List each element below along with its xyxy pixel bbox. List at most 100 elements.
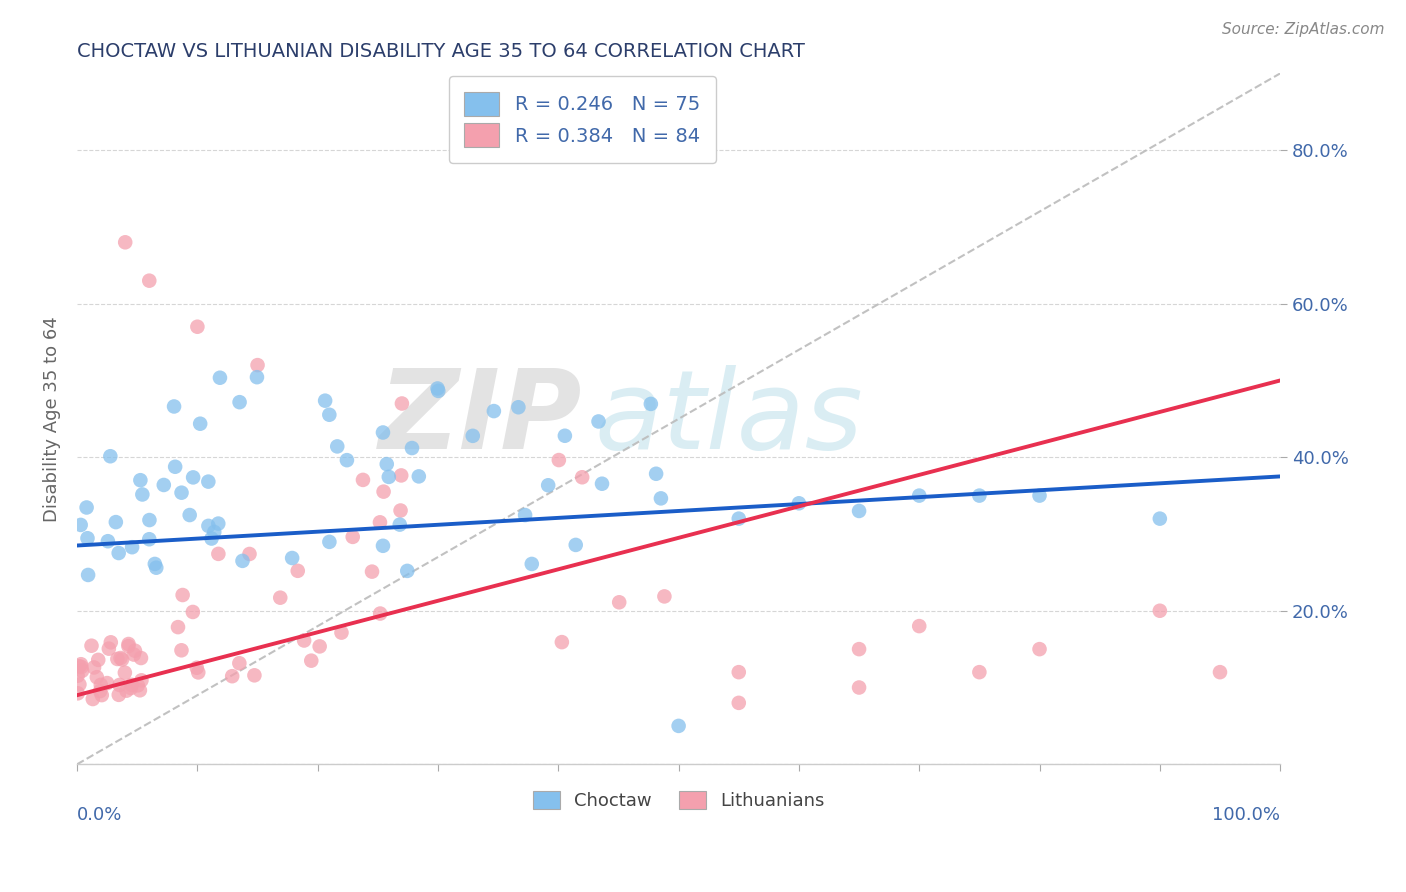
Point [76, 500, 98, 515]
Point [908, 619, 931, 633]
Point [299, 654, 322, 668]
Point [69, 517, 91, 532]
Point [645, 467, 668, 481]
Point [83, 660, 105, 674]
Point [70, 660, 93, 674]
Point [228, 395, 250, 409]
Point [269, 591, 291, 605]
Point [342, 530, 364, 544]
Point [197, 475, 219, 489]
Point [281, 551, 304, 566]
Text: 0.0%: 0.0% [77, 805, 122, 823]
Point [98, 449, 121, 463]
Point [228, 657, 250, 671]
Point [571, 470, 593, 484]
Point [167, 620, 190, 634]
Point [461, 429, 484, 443]
Point [97, 641, 120, 656]
Point [221, 669, 243, 683]
Point [243, 668, 266, 682]
Point [111, 652, 134, 666]
Point [368, 516, 391, 530]
Point [114, 235, 136, 250]
Point [120, 681, 142, 695]
Point [128, 683, 150, 698]
Point [207, 516, 229, 531]
Point [426, 382, 449, 396]
Point [318, 534, 340, 549]
Point [408, 469, 430, 483]
Point [292, 633, 315, 648]
Point [326, 439, 349, 453]
Point [104, 515, 127, 529]
Point [186, 661, 208, 675]
Point [1028, 489, 1050, 503]
Point [427, 384, 450, 398]
Point [165, 459, 187, 474]
Text: CHOCTAW VS LITHUANIAN DISABILITY AGE 35 TO 64 CORRELATION CHART: CHOCTAW VS LITHUANIAN DISABILITY AGE 35 … [77, 42, 806, 61]
Point [336, 453, 359, 467]
Point [246, 370, 269, 384]
Point [373, 484, 395, 499]
Y-axis label: Disability Age 35 to 64: Disability Age 35 to 64 [44, 316, 60, 522]
Point [80, 639, 103, 653]
Text: Source: ZipAtlas.com: Source: ZipAtlas.com [1222, 22, 1385, 37]
Point [86, 670, 108, 684]
Point [787, 496, 810, 510]
Point [131, 487, 153, 501]
Point [89, 684, 111, 698]
Point [187, 665, 209, 680]
Point [138, 274, 160, 288]
Point [138, 533, 160, 547]
Point [640, 397, 662, 411]
Point [371, 425, 394, 440]
Point [1149, 511, 1171, 525]
Point [121, 678, 143, 692]
Point [727, 696, 749, 710]
Point [607, 595, 630, 609]
Point [66, 668, 89, 682]
Point [67, 659, 90, 673]
Point [588, 414, 610, 428]
Point [389, 503, 412, 517]
Text: atlas: atlas [595, 366, 863, 473]
Point [82, 692, 104, 706]
Point [107, 546, 129, 560]
Point [107, 688, 129, 702]
Point [727, 511, 749, 525]
Point [197, 519, 219, 533]
Point [401, 441, 423, 455]
Point [513, 508, 536, 522]
Point [520, 557, 543, 571]
Point [115, 683, 138, 698]
Point [181, 605, 204, 619]
Point [368, 607, 391, 621]
Point [361, 565, 384, 579]
Point [186, 319, 208, 334]
Point [547, 453, 569, 467]
Point [318, 408, 340, 422]
Point [179, 508, 201, 522]
Point [287, 564, 309, 578]
Point [246, 358, 269, 372]
Point [170, 643, 193, 657]
Point [654, 590, 676, 604]
Point [650, 491, 672, 506]
Point [108, 678, 131, 692]
Point [1149, 604, 1171, 618]
Point [508, 401, 530, 415]
Point [117, 637, 139, 651]
Point [668, 719, 690, 733]
Point [105, 652, 128, 666]
Point [551, 635, 574, 649]
Point [848, 681, 870, 695]
Point [388, 517, 411, 532]
Point [90, 678, 112, 692]
Point [100, 635, 122, 649]
Point [121, 540, 143, 554]
Point [66, 686, 89, 700]
Point [554, 429, 576, 443]
Point [172, 588, 194, 602]
Point [138, 513, 160, 527]
Point [145, 560, 167, 574]
